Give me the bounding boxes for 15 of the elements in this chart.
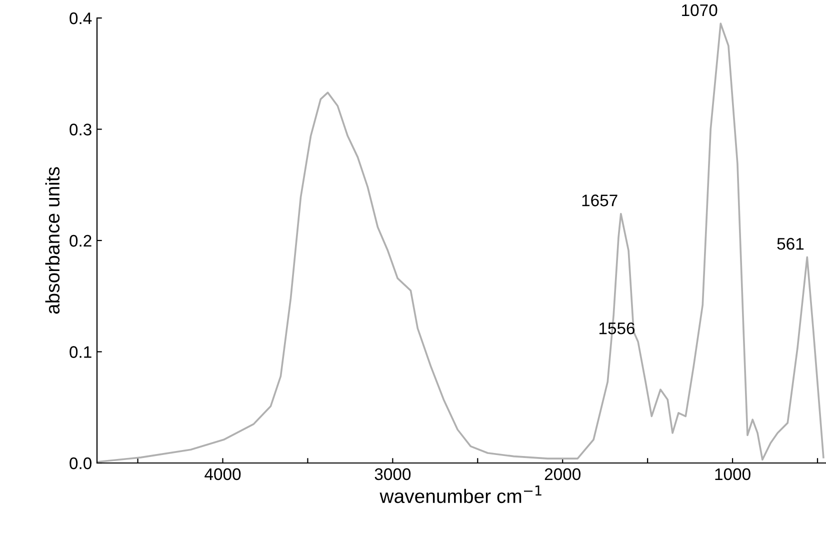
- x-tick-label: 4000: [204, 468, 241, 480]
- annotation: 561: [777, 238, 804, 250]
- annotation: 1070: [682, 4, 718, 16]
- annotation: 1657: [582, 194, 618, 206]
- y-tick-label: 0.4: [70, 12, 92, 24]
- y-tick-label: 0.3: [70, 124, 92, 136]
- y-tick-label: 0.0: [70, 457, 92, 470]
- x-axis-title: wavenumber cm$^{−1}$: [380, 486, 542, 504]
- y-tick-label: 0.2: [70, 234, 92, 247]
- x-tick-label: 3000: [374, 468, 411, 480]
- x-tick-label: 1000: [715, 468, 750, 480]
- annotation: 1556: [599, 322, 635, 334]
- y-tick-label: 0.1: [70, 346, 92, 358]
- x-tick-label: 2000: [544, 468, 580, 480]
- y-axis-title: absorbance units: [45, 167, 60, 314]
